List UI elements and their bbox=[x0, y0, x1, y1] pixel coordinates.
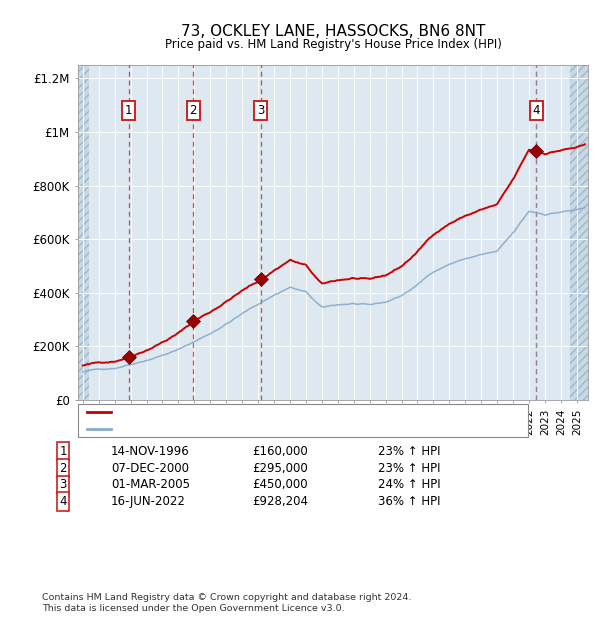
Text: 2: 2 bbox=[190, 104, 197, 117]
Text: 14-NOV-1996: 14-NOV-1996 bbox=[111, 445, 190, 458]
Text: 73, OCKLEY LANE, HASSOCKS, BN6 8NT: 73, OCKLEY LANE, HASSOCKS, BN6 8NT bbox=[181, 24, 485, 38]
Bar bbox=[78, 65, 89, 400]
Text: 1: 1 bbox=[59, 445, 67, 458]
Text: £450,000: £450,000 bbox=[252, 479, 308, 491]
Text: £295,000: £295,000 bbox=[252, 462, 308, 474]
Text: 1: 1 bbox=[125, 104, 132, 117]
Text: 4: 4 bbox=[533, 104, 540, 117]
Text: 36% ↑ HPI: 36% ↑ HPI bbox=[378, 495, 440, 508]
Text: 3: 3 bbox=[59, 479, 67, 491]
Text: £928,204: £928,204 bbox=[252, 495, 308, 508]
Text: 3: 3 bbox=[257, 104, 265, 117]
Text: 24% ↑ HPI: 24% ↑ HPI bbox=[378, 479, 440, 491]
Text: 01-MAR-2005: 01-MAR-2005 bbox=[111, 479, 190, 491]
Text: 23% ↑ HPI: 23% ↑ HPI bbox=[378, 445, 440, 458]
Text: £160,000: £160,000 bbox=[252, 445, 308, 458]
Text: 4: 4 bbox=[59, 495, 67, 508]
Text: Contains HM Land Registry data © Crown copyright and database right 2024.
This d: Contains HM Land Registry data © Crown c… bbox=[42, 593, 412, 613]
Text: 2: 2 bbox=[59, 462, 67, 474]
Text: 23% ↑ HPI: 23% ↑ HPI bbox=[378, 462, 440, 474]
Text: 16-JUN-2022: 16-JUN-2022 bbox=[111, 495, 186, 508]
Bar bbox=[570, 65, 588, 400]
Text: 07-DEC-2000: 07-DEC-2000 bbox=[111, 462, 189, 474]
Text: 73, OCKLEY LANE, HASSOCKS, BN6 8NT (detached house): 73, OCKLEY LANE, HASSOCKS, BN6 8NT (deta… bbox=[116, 407, 439, 417]
Text: Price paid vs. HM Land Registry's House Price Index (HPI): Price paid vs. HM Land Registry's House … bbox=[164, 38, 502, 51]
Text: HPI: Average price, detached house, Mid Sussex: HPI: Average price, detached house, Mid … bbox=[116, 424, 385, 435]
